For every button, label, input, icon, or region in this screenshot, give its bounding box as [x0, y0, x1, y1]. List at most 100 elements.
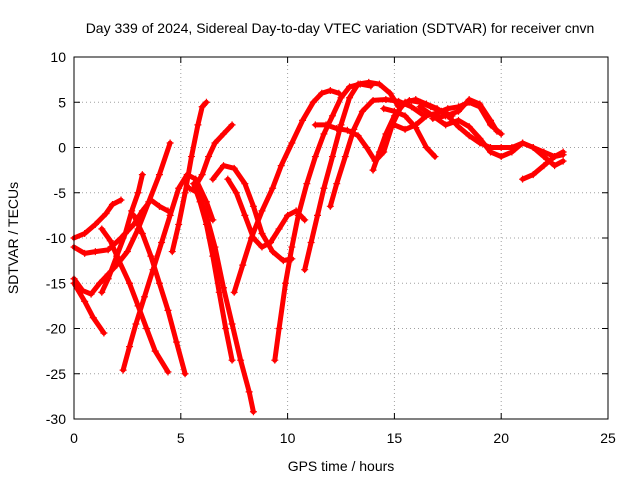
data-point	[363, 144, 371, 151]
data-point	[155, 171, 163, 179]
data-point	[187, 153, 195, 161]
data-point	[198, 103, 206, 111]
data-point	[81, 249, 89, 257]
data-point	[386, 89, 394, 97]
data-point	[497, 153, 505, 161]
data-point	[134, 189, 142, 197]
data-point	[335, 89, 343, 97]
data-point	[96, 279, 104, 287]
data-point	[155, 202, 163, 210]
data-point	[108, 201, 116, 209]
data-point	[117, 196, 125, 204]
data-point	[132, 320, 140, 328]
data-point	[222, 325, 230, 332]
data-point	[309, 98, 317, 106]
data-point	[341, 153, 349, 161]
y-tick-label: 0	[58, 140, 66, 156]
data-point	[158, 239, 166, 247]
data-point	[354, 132, 362, 140]
data-point	[454, 107, 462, 115]
data-point	[343, 126, 351, 134]
data-point	[138, 229, 146, 237]
data-point	[497, 144, 505, 151]
data-point	[369, 96, 377, 104]
data-point	[294, 211, 302, 219]
data-point	[328, 153, 336, 161]
data-point	[540, 162, 548, 170]
data-point	[559, 157, 567, 165]
data-point	[202, 198, 210, 206]
data-point	[275, 325, 283, 332]
data-point	[303, 180, 311, 188]
data-point	[354, 80, 362, 88]
data-point	[442, 112, 450, 120]
data-point	[173, 338, 181, 346]
data-point	[230, 164, 238, 172]
data-point	[476, 134, 484, 142]
data-point	[126, 279, 134, 287]
data-point	[318, 89, 326, 97]
y-tick-label: -10	[46, 230, 66, 246]
data-point	[275, 225, 283, 233]
data-point	[508, 148, 516, 156]
data-point	[326, 86, 334, 94]
data-point	[168, 248, 176, 256]
data-point	[358, 107, 366, 115]
data-point	[333, 124, 341, 132]
data-point	[209, 175, 217, 183]
data-point	[346, 83, 354, 91]
data-point	[198, 171, 206, 179]
data-point	[228, 356, 236, 364]
data-point	[181, 370, 189, 378]
data-point	[151, 347, 159, 355]
series-arc-3	[70, 139, 174, 298]
data-point	[311, 153, 319, 161]
data-point	[140, 293, 148, 301]
data-point	[220, 130, 228, 138]
data-point	[104, 246, 112, 254]
data-point	[249, 408, 257, 416]
data-point	[559, 148, 567, 156]
data-point	[390, 107, 398, 115]
series-arc-9	[168, 98, 210, 256]
y-tick-label: -15	[46, 275, 66, 291]
data-point	[380, 105, 388, 113]
data-point	[106, 237, 114, 245]
data-point	[209, 216, 217, 224]
data-point	[320, 184, 328, 192]
series-line	[71, 197, 124, 241]
data-point	[267, 239, 275, 247]
data-point	[128, 207, 136, 215]
data-point	[284, 211, 292, 219]
data-point	[91, 248, 99, 256]
data-point	[301, 216, 309, 224]
data-point	[454, 123, 462, 131]
data-point	[529, 171, 537, 179]
x-tick-label: 20	[493, 430, 509, 446]
data-point	[288, 243, 296, 251]
x-tick-label: 25	[600, 430, 616, 446]
y-tick-label: 5	[58, 94, 66, 110]
plot-frame	[73, 56, 609, 420]
series-arc-8	[130, 211, 189, 378]
data-point	[247, 234, 255, 242]
data-point	[281, 279, 289, 287]
data-point	[228, 121, 236, 129]
data-point	[288, 139, 296, 147]
data-point	[375, 80, 383, 88]
series-arc-12	[192, 121, 236, 190]
data-point	[311, 121, 319, 129]
data-point	[540, 148, 548, 156]
y-tick-label: -5	[54, 185, 67, 201]
axis-ticks: 0 5 10 15 20 25 -30 -25 -20 -15 -10 -5 0 5 10	[46, 49, 616, 446]
data-point	[123, 248, 131, 256]
data-point	[175, 220, 183, 228]
data-point	[326, 202, 334, 210]
data-point	[104, 275, 112, 283]
data-point	[145, 198, 153, 206]
data-point	[322, 121, 330, 129]
data-point	[87, 290, 95, 298]
data-point	[429, 115, 437, 123]
data-point	[220, 162, 228, 170]
